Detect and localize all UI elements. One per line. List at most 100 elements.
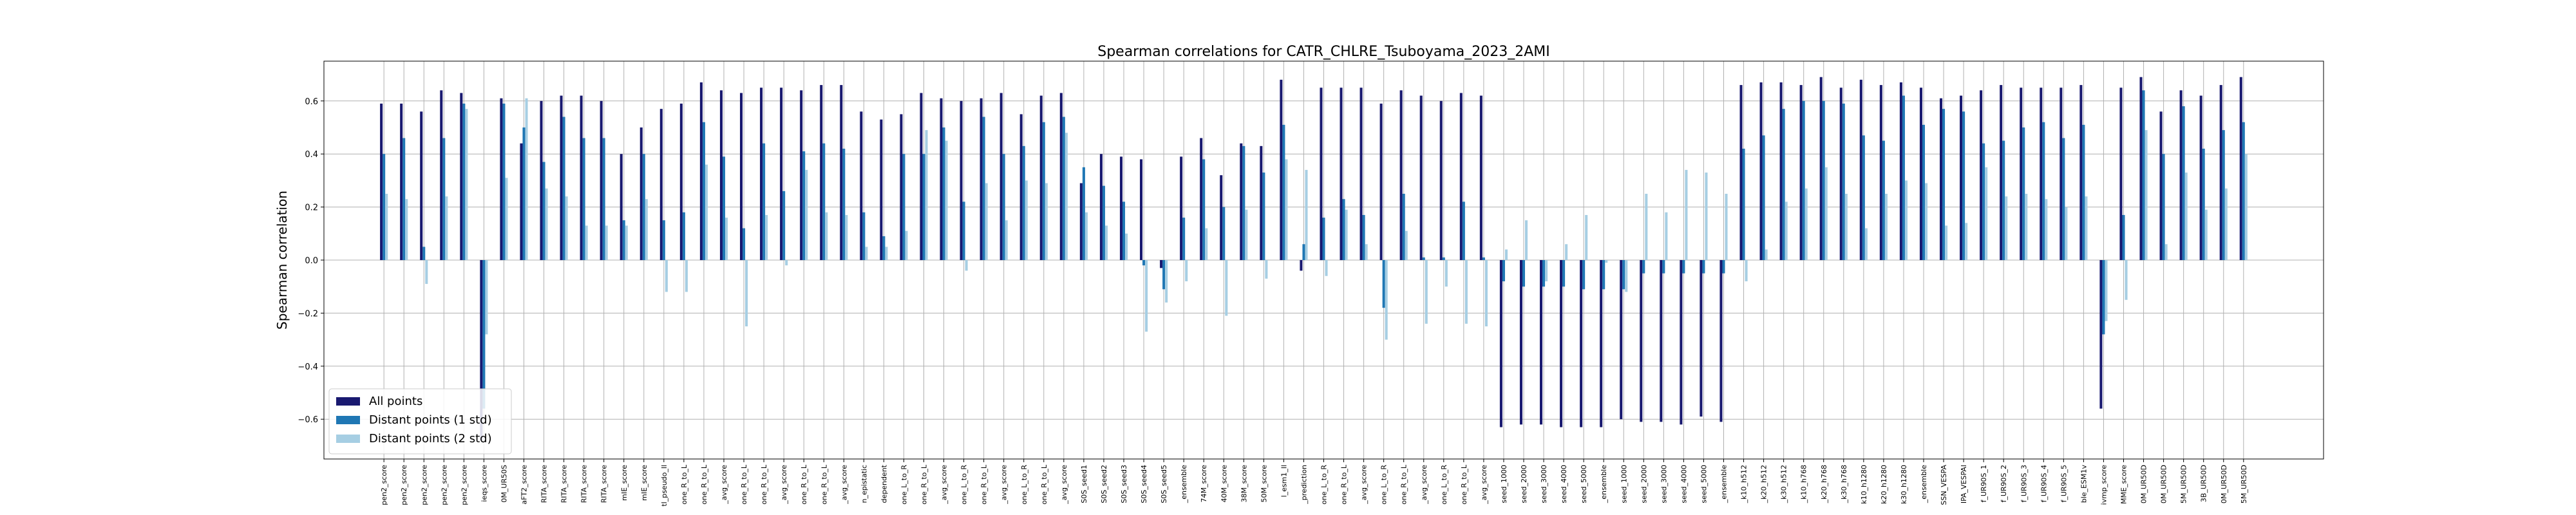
bar-series-3 bbox=[905, 230, 908, 260]
x-tick-label: f_UR90S_1 bbox=[1980, 465, 1988, 503]
x-tick-label: k30_h1280 bbox=[1900, 465, 1908, 504]
bar-series-1 bbox=[1719, 260, 1723, 422]
bar-series-3 bbox=[505, 178, 508, 260]
bar-series-2 bbox=[1862, 135, 1865, 260]
bar-series-1 bbox=[1759, 82, 1763, 261]
bar-series-3 bbox=[1725, 194, 1728, 260]
x-tick-label: aFT2_score bbox=[520, 465, 529, 505]
x-tick-label: one_R_to_L bbox=[1460, 464, 1468, 505]
bar-series-2 bbox=[942, 127, 945, 260]
bar-series-2 bbox=[2242, 122, 2245, 260]
bar-series-2 bbox=[402, 138, 406, 260]
bar-series-2 bbox=[1222, 207, 1226, 260]
x-tick-label: one_R_to_L bbox=[760, 464, 768, 505]
bar-series-1 bbox=[1980, 90, 1983, 260]
bar-series-3 bbox=[1425, 260, 1428, 324]
bar-series-3 bbox=[445, 196, 448, 260]
bar-series-3 bbox=[1084, 212, 1088, 260]
y-tick-label: −0.4 bbox=[298, 362, 318, 372]
x-tick-label: seed_4000 bbox=[1680, 465, 1688, 503]
x-tick-label: _avg_score bbox=[1480, 465, 1488, 505]
bar-series-1 bbox=[699, 82, 703, 261]
bar-series-2 bbox=[1562, 260, 1566, 287]
bar-series-1 bbox=[1739, 85, 1743, 260]
x-tick-label: 5M_UR50D bbox=[2180, 465, 2188, 503]
x-tick-label: f_UR90S_4 bbox=[2040, 465, 2048, 503]
bar-series-1 bbox=[940, 98, 943, 260]
bar-series-1 bbox=[2159, 111, 2163, 260]
bar-series-3 bbox=[565, 196, 568, 260]
bar-series-1 bbox=[1280, 79, 1283, 260]
bar-series-1 bbox=[2239, 77, 2242, 260]
bar-series-2 bbox=[1642, 260, 1645, 274]
x-tick-label: ivmp_score bbox=[2099, 465, 2108, 505]
x-tick-label: seed_3000 bbox=[1660, 465, 1668, 503]
bar-series-3 bbox=[1985, 167, 1988, 260]
bar-series-1 bbox=[1539, 260, 1543, 425]
x-tick-label: 0M_UR50D bbox=[2220, 465, 2228, 503]
bar-series-1 bbox=[1359, 88, 1363, 260]
bar-series-2 bbox=[522, 127, 526, 260]
bar-series-1 bbox=[820, 85, 823, 260]
bar-series-2 bbox=[1202, 159, 1206, 260]
bar-series-3 bbox=[385, 194, 388, 260]
bar-series-1 bbox=[860, 111, 863, 260]
bar-series-3 bbox=[1005, 220, 1008, 260]
bar-series-2 bbox=[602, 138, 605, 260]
bar-series-2 bbox=[1942, 109, 1946, 260]
x-tick-label: tl_pseudo_ll bbox=[660, 465, 668, 507]
bar-series-1 bbox=[540, 100, 543, 260]
bar-series-1 bbox=[679, 103, 683, 260]
bar-series-1 bbox=[2119, 88, 2123, 260]
x-tick-label: RITA_score bbox=[600, 465, 609, 503]
x-tick-label: _prediction bbox=[1300, 465, 1308, 505]
x-tick-label: mIE_score bbox=[640, 465, 649, 501]
bar-series-1 bbox=[1819, 77, 1823, 260]
bar-series-1 bbox=[1799, 85, 1803, 260]
bar-series-3 bbox=[1245, 209, 1248, 260]
bar-series-2 bbox=[1022, 145, 1025, 260]
bar-series-3 bbox=[2204, 209, 2208, 260]
bar-series-3 bbox=[725, 218, 728, 260]
bar-series-2 bbox=[842, 148, 846, 260]
bar-series-3 bbox=[1884, 194, 1888, 260]
x-tick-label: pen2_score bbox=[400, 465, 408, 505]
bar-series-1 bbox=[1439, 100, 1443, 260]
bar-series-1 bbox=[1300, 260, 1303, 271]
bar-series-2 bbox=[902, 154, 905, 260]
x-tick-label: _k20_h512 bbox=[1760, 465, 1768, 503]
x-tick-label: _avg_score bbox=[1420, 465, 1428, 505]
bar-series-2 bbox=[1342, 199, 1345, 260]
bar-series-3 bbox=[1904, 180, 1908, 260]
x-tick-label: one_L_to_R bbox=[1380, 465, 1388, 505]
bar-series-2 bbox=[1782, 109, 1785, 260]
bar-series-3 bbox=[1385, 260, 1388, 340]
bar-series-1 bbox=[1180, 156, 1183, 260]
bar-series-3 bbox=[1225, 260, 1228, 316]
bar-series-3 bbox=[485, 260, 488, 335]
x-tick-label: one_R_to_L bbox=[980, 464, 989, 505]
bar-series-2 bbox=[922, 154, 925, 260]
bar-series-2 bbox=[1082, 167, 1085, 260]
bar-series-1 bbox=[1600, 260, 1603, 427]
x-tick-label: one_R_to_L bbox=[1340, 464, 1349, 505]
bar-series-1 bbox=[760, 88, 763, 260]
bar-series-2 bbox=[743, 228, 746, 260]
x-tick-label: RITA_score bbox=[580, 465, 589, 503]
x-tick-label: 3B_UR50D bbox=[2200, 465, 2208, 502]
chart-title: Spearman correlations for CATR_CHLRE_Tsu… bbox=[1097, 44, 1550, 60]
x-tick-label: 0M_UR50D bbox=[2160, 465, 2168, 503]
bar-series-3 bbox=[645, 199, 648, 260]
bar-series-2 bbox=[2182, 106, 2185, 260]
bar-series-3 bbox=[685, 260, 688, 292]
x-tick-label: ieqs_score bbox=[480, 465, 488, 502]
x-tick-label: f_UR90S_2 bbox=[2000, 465, 2008, 503]
bar-series-2 bbox=[1682, 260, 1685, 274]
bar-series-3 bbox=[1565, 244, 1568, 260]
legend-box bbox=[328, 388, 512, 454]
bar-series-1 bbox=[380, 103, 383, 260]
bar-series-1 bbox=[2219, 85, 2222, 260]
x-tick-label: seed_2000 bbox=[1640, 465, 1648, 503]
bar-series-3 bbox=[1705, 173, 1708, 260]
